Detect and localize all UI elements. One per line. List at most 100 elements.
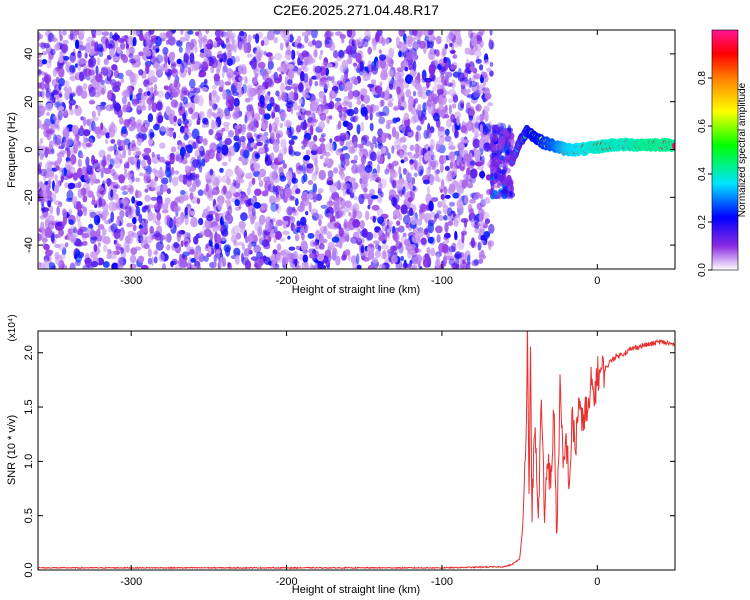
spectrogram-y-tick-label: 0 xyxy=(23,146,35,152)
heatmap-cell xyxy=(364,33,372,42)
heatmap-cell xyxy=(315,164,319,175)
heatmap-cell xyxy=(271,122,277,133)
heatmap-cell xyxy=(462,259,466,264)
heatmap-cell xyxy=(241,252,244,262)
heatmap-cell xyxy=(254,152,260,158)
heatmap-cell xyxy=(274,104,281,113)
heatmap-cell xyxy=(56,105,65,111)
heatmap-cell xyxy=(334,86,339,94)
heatmap-cell xyxy=(371,65,378,75)
heatmap-cell xyxy=(430,144,434,152)
heatmap-cell xyxy=(169,154,175,165)
heatmap-cell xyxy=(469,80,478,88)
heatmap-cell xyxy=(139,172,144,177)
heatmap-cell xyxy=(456,199,464,209)
heatmap-cell xyxy=(429,126,435,134)
heatmap-cell xyxy=(121,90,129,97)
heatmap-cell xyxy=(306,163,314,169)
snr-series-line xyxy=(38,331,675,570)
heatmap-cell xyxy=(49,140,54,150)
heatmap-cell xyxy=(111,262,119,269)
heatmap-cell xyxy=(348,146,356,154)
heatmap-cell xyxy=(62,39,69,45)
heatmap-cell xyxy=(444,194,451,199)
heatmap-cell xyxy=(213,135,218,140)
heatmap-cell xyxy=(380,191,384,198)
heatmap-cell xyxy=(234,106,241,112)
heatmap-cell xyxy=(224,31,231,40)
heatmap-cell xyxy=(250,241,257,247)
snr-x-tick-label: -100 xyxy=(431,576,453,588)
heatmap-cell xyxy=(184,165,191,171)
heatmap-cell xyxy=(156,212,162,221)
heatmap-cell xyxy=(86,164,93,176)
heatmap-cell xyxy=(69,30,74,41)
heatmap-cell xyxy=(386,56,391,67)
heatmap-cell xyxy=(110,139,116,144)
heatmap-cell xyxy=(109,47,115,58)
heatmap-cell xyxy=(179,36,186,43)
heatmap-cell xyxy=(157,169,165,177)
heatmap-cell xyxy=(221,175,229,184)
heatmap-cell xyxy=(265,152,269,162)
heatmap-cell xyxy=(63,55,70,61)
heatmap-cell xyxy=(52,90,59,95)
heatmap-cell xyxy=(201,123,207,128)
heatmap-cell xyxy=(251,60,257,70)
heatmap-cell xyxy=(135,177,141,182)
heatmap-cell xyxy=(97,242,101,247)
heatmap-cell xyxy=(303,228,308,234)
heatmap-cell xyxy=(76,52,83,59)
heatmap-cell xyxy=(445,71,453,78)
heatmap-cell xyxy=(398,77,405,85)
heatmap-cell xyxy=(65,197,74,203)
heatmap-cell xyxy=(185,45,191,55)
heatmap-cell xyxy=(490,141,495,148)
heatmap-cell xyxy=(260,103,265,108)
heatmap-cell xyxy=(356,264,362,269)
heatmap-cell xyxy=(135,236,140,244)
heatmap-cell xyxy=(270,109,275,120)
heatmap-cell xyxy=(187,90,196,100)
heatmap-cell xyxy=(335,255,341,266)
heatmap-cell xyxy=(392,106,399,111)
heatmap-cell xyxy=(487,102,494,107)
heatmap-cell xyxy=(398,165,402,176)
heatmap-cell xyxy=(284,119,292,128)
heatmap-cell xyxy=(427,222,435,234)
heatmap-cell xyxy=(488,39,495,50)
heatmap-cell xyxy=(266,103,272,112)
heatmap-cell xyxy=(179,146,186,157)
heatmap-cell xyxy=(56,125,61,131)
heatmap-cell xyxy=(251,230,255,239)
heatmap-cell xyxy=(136,122,142,133)
heatmap-cell xyxy=(286,206,294,216)
heatmap-cell xyxy=(80,90,88,99)
heatmap-cell xyxy=(188,107,194,115)
heatmap-cell xyxy=(225,168,234,178)
heatmap-cell xyxy=(207,245,212,255)
heatmap-cell xyxy=(344,158,350,167)
heatmap-cell xyxy=(211,174,217,186)
heatmap-cell xyxy=(314,81,319,87)
heatmap-cell xyxy=(150,179,154,187)
heatmap-cell xyxy=(45,88,52,93)
heatmap-cell xyxy=(483,105,490,113)
heatmap-cell xyxy=(448,140,454,149)
heatmap-cell xyxy=(132,224,137,232)
heatmap-cell xyxy=(246,132,253,139)
heatmap-cell xyxy=(490,179,495,191)
heatmap-cell xyxy=(356,99,362,105)
heatmap-cell xyxy=(278,73,283,83)
heatmap-cell xyxy=(268,123,272,134)
heatmap-cell xyxy=(180,30,184,36)
heatmap-cell xyxy=(345,81,353,91)
heatmap-cell xyxy=(360,245,365,254)
heatmap-cell xyxy=(270,179,275,187)
heatmap-cell xyxy=(454,230,458,241)
heatmap-cell xyxy=(318,264,327,269)
heatmap-cell xyxy=(109,31,113,39)
heatmap-cell xyxy=(71,124,79,135)
